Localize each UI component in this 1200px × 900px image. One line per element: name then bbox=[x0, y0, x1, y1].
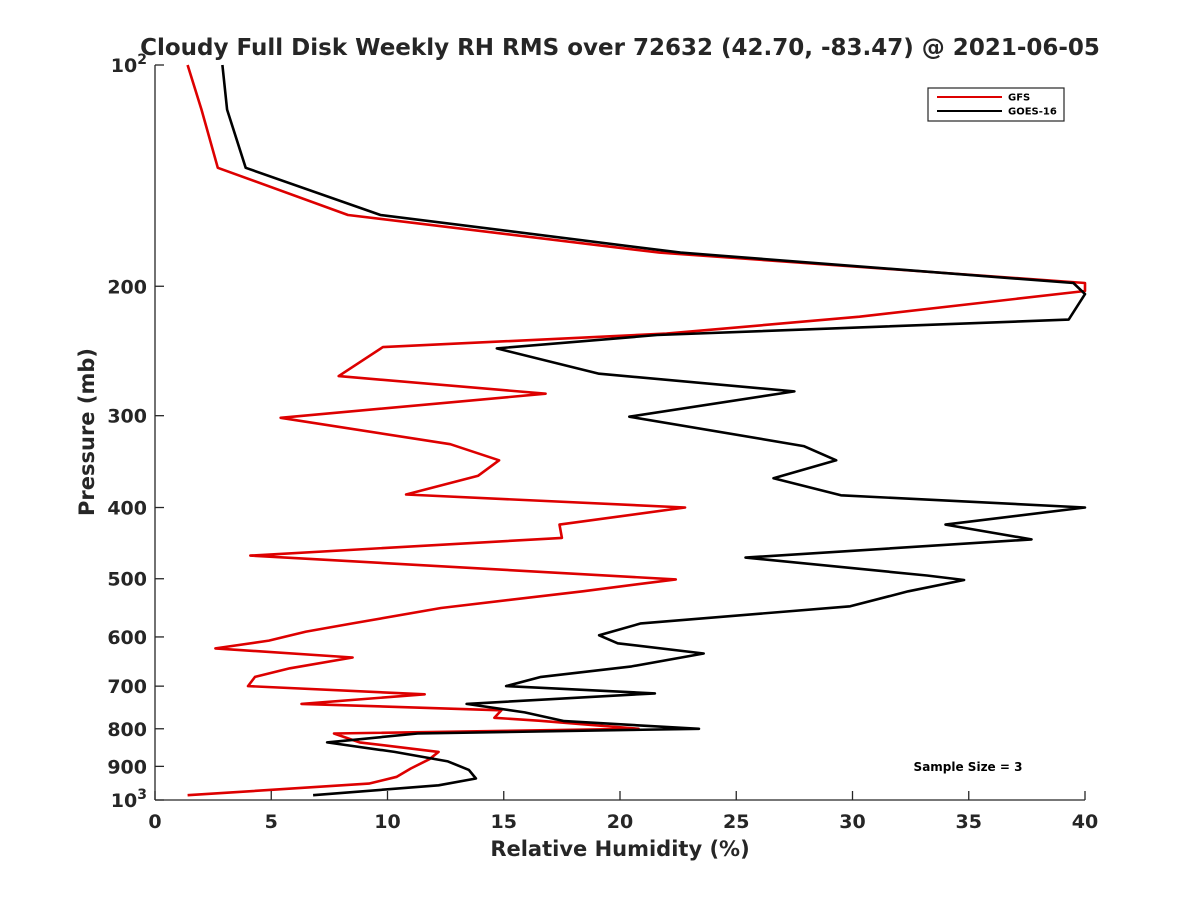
x-ticks: 0 5 10 15 20 25 30 35 40 bbox=[148, 791, 1098, 833]
x-tick-label: 25 bbox=[723, 811, 749, 833]
y-tick-label: 900 bbox=[107, 756, 147, 778]
legend-box bbox=[927, 87, 1065, 122]
y-tick-label: 700 bbox=[107, 676, 147, 698]
x-tick-label: 20 bbox=[607, 811, 633, 833]
sample-size-annotation: Sample Size = 3 bbox=[914, 760, 1023, 774]
x-tick-label: 5 bbox=[265, 811, 278, 833]
x-tick-label: 10 bbox=[374, 811, 400, 833]
y-tick-label: 200 bbox=[107, 276, 147, 298]
x-tick-label: 30 bbox=[839, 811, 865, 833]
x-tick-label: 15 bbox=[491, 811, 517, 833]
y-tick-label: 500 bbox=[107, 569, 147, 591]
legend-label-gfs: GFS bbox=[1008, 93, 1030, 104]
x-axis-label: Relative Humidity (%) bbox=[490, 837, 749, 861]
y-tick-label: 600 bbox=[107, 627, 147, 649]
plot-series bbox=[186, 64, 1087, 797]
legend-label-goes-16: GOES-16 bbox=[1008, 107, 1057, 118]
chart-title: Cloudy Full Disk Weekly RH RMS over 7263… bbox=[140, 35, 1100, 61]
legend: GFS GOES-16 bbox=[927, 87, 1065, 122]
y-ticks: 102 200 300 400 500 600 700 800 900 103 bbox=[107, 52, 164, 812]
x-tick-label: 40 bbox=[1072, 811, 1098, 833]
y-axis-label: Pressure (mb) bbox=[75, 348, 99, 516]
y-tick-label: 102 bbox=[111, 52, 147, 77]
x-tick-label: 35 bbox=[956, 811, 982, 833]
series-line-gfs bbox=[186, 64, 1087, 797]
y-tick-label: 103 bbox=[111, 787, 147, 812]
series-line-goes-16 bbox=[221, 64, 1087, 797]
x-tick-label: 0 bbox=[148, 811, 161, 833]
y-tick-label: 300 bbox=[107, 406, 147, 428]
y-tick-label: 400 bbox=[107, 498, 147, 520]
y-tick-label: 800 bbox=[107, 719, 147, 741]
